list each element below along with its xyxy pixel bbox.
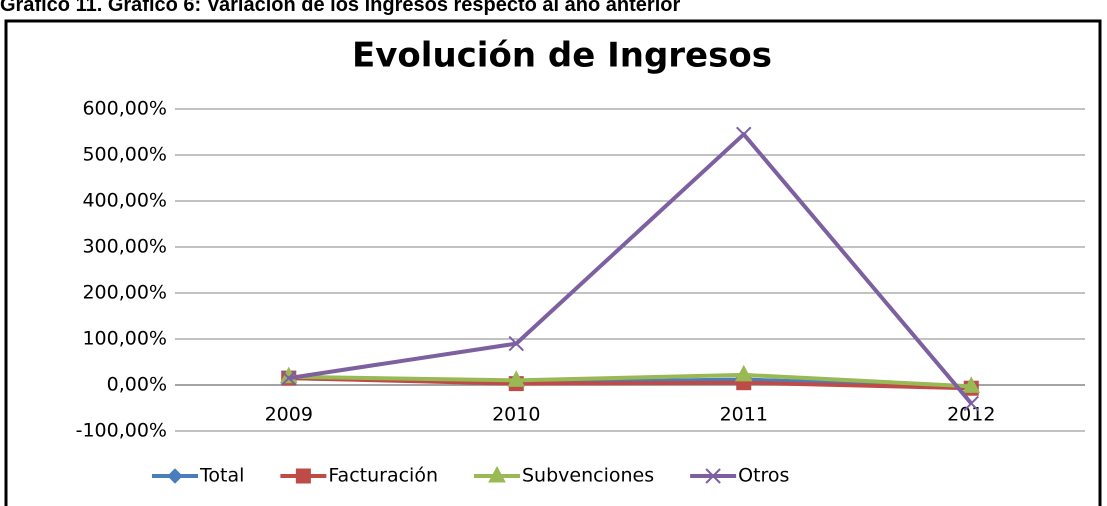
data-point [507,370,526,387]
y-tick-label: -100,00% [76,420,167,442]
data-point [963,395,979,412]
legend-marker [167,468,183,484]
series-line [288,132,973,405]
x-tick-label: 2009 [265,404,313,426]
series-line [288,376,972,391]
y-tick-label: 300,00% [82,236,167,258]
x-tick-label: 2010 [492,404,540,426]
series-line [288,372,972,389]
y-tick-label: 200,00% [82,282,167,304]
y-tick-label: 0,00% [107,374,167,396]
heading: Gráfico 11. Gráfico 6: Variación de los … [0,0,680,16]
legend-label: Facturación [328,465,438,487]
x-tick-label: 2012 [947,404,995,426]
x-tick-label: 2011 [720,404,768,426]
legend-marker [705,468,721,484]
legend-marker [488,465,506,483]
legend-label: Otros [738,465,789,487]
chart-frame [4,19,1102,506]
legend-marker [295,468,311,484]
legend-label: Total [199,465,244,487]
data-point [508,335,524,352]
y-tick-label: 600,00% [82,98,167,120]
y-tick-label: 500,00% [82,144,167,166]
data-point [281,370,297,386]
data-point [962,376,981,393]
y-tick-label: 100,00% [82,328,167,350]
legend-label: Subvenciones [522,465,654,487]
data-point [734,364,753,382]
data-point [736,126,752,143]
chart-title: Evolución de Ingresos [352,36,772,76]
y-tick-label: 400,00% [82,190,167,212]
